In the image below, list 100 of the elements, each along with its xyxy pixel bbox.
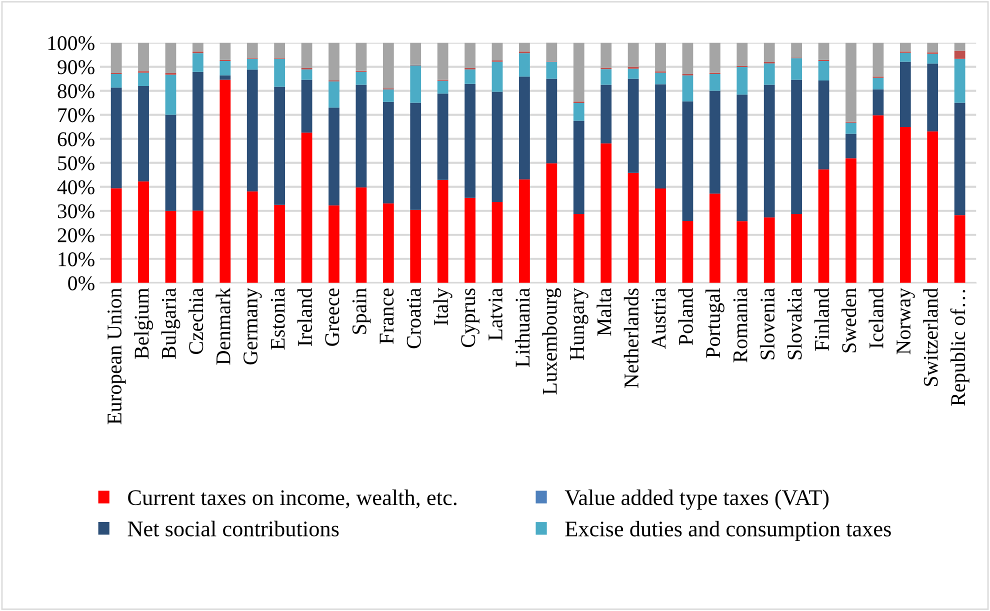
x-tick-label: Italy: [433, 288, 452, 326]
bar: [682, 42, 694, 74]
bar: [573, 103, 584, 121]
bar: [764, 84, 775, 218]
x-tick-label: Spain: [352, 288, 371, 334]
x-tick-label: Netherlands: [624, 288, 639, 388]
bar: [437, 94, 448, 180]
bar: [736, 94, 748, 222]
x-tick-label: European Union: [108, 288, 126, 424]
bar: [382, 42, 394, 88]
bar: [437, 80, 448, 94]
x-tick-label: Austria: [652, 288, 666, 349]
bar: [600, 69, 612, 85]
bar: [519, 179, 530, 283]
bar: [192, 42, 204, 52]
x-tick-label: Ireland: [297, 288, 312, 346]
bar: [872, 42, 884, 77]
bar: [274, 204, 286, 283]
bar: [709, 74, 720, 91]
bar: [410, 65, 422, 103]
bar: [382, 89, 394, 102]
x-tick-label: Greece: [325, 288, 340, 346]
bar: [655, 84, 666, 189]
legend-label: Value added type taxes (VAT): [564, 490, 829, 510]
bar: [301, 69, 312, 80]
bar: [165, 210, 176, 283]
bar: [818, 169, 830, 283]
bar: [110, 42, 122, 74]
bar: [900, 42, 911, 52]
y-tick-label: 20%: [58, 228, 94, 242]
bar: [573, 214, 584, 283]
x-tick-label: Croatia: [406, 288, 421, 348]
bar: [165, 42, 176, 74]
x-tick-label: Cyprus: [461, 288, 480, 348]
bar: [138, 42, 149, 72]
bar: [328, 42, 340, 80]
x-tick-label: Lithuania: [515, 288, 530, 367]
y-tick-label: 60%: [58, 132, 94, 146]
x-tick-label: Poland: [678, 288, 693, 346]
bar: [356, 72, 367, 85]
bar: [546, 78, 558, 164]
x-tick-label: France: [380, 288, 394, 344]
x-tick-label: Estonia: [270, 288, 285, 350]
bar: [818, 61, 830, 80]
bar: [464, 84, 476, 198]
bar: [220, 42, 231, 60]
legend-label: Excise duties and consumption taxes: [565, 520, 891, 542]
bar: [846, 42, 856, 122]
bar: [736, 221, 748, 283]
bar: [138, 181, 149, 283]
x-tick-label: Bulgaria: [161, 288, 180, 359]
bar: [165, 74, 176, 115]
x-tick-label: Germany: [244, 288, 262, 364]
bar: [356, 84, 367, 188]
bar: [246, 58, 258, 70]
bar: [573, 42, 584, 102]
y-tick-label: 0%: [68, 276, 94, 290]
bar: [464, 69, 476, 84]
y-tick-label: 30%: [58, 204, 94, 218]
x-tick-label: Slovakia: [787, 288, 802, 360]
y-tick-label: 90%: [58, 60, 94, 74]
bar: [791, 214, 802, 283]
y-tick-label: 10%: [58, 252, 94, 266]
bar: [110, 88, 122, 188]
bar: [600, 42, 612, 68]
bar: [954, 215, 966, 283]
bar: [110, 188, 122, 283]
bar: [954, 42, 966, 51]
bar: [464, 198, 476, 283]
x-tick-label: Hungary: [570, 288, 588, 360]
bar: [927, 131, 938, 283]
x-tick-label: Sweden: [842, 288, 856, 352]
legend-label: Current taxes on income, wealth, etc.: [128, 490, 456, 508]
x-tick-label: Denmark: [216, 288, 230, 365]
bar: [764, 63, 775, 85]
bar: [519, 42, 530, 52]
bar: [138, 86, 149, 182]
bar: [628, 68, 639, 79]
bar: [246, 70, 258, 192]
bar: [655, 42, 666, 72]
y-tick-label: 70%: [58, 108, 94, 122]
bar: [382, 203, 394, 283]
bar: [655, 188, 666, 283]
y-tick-label: 50%: [58, 156, 94, 170]
bar: [328, 81, 340, 108]
bar: [165, 114, 176, 211]
bar: [954, 50, 966, 59]
x-tick-label: Malta: [596, 288, 612, 336]
bar: [437, 42, 448, 80]
bar: [628, 78, 639, 173]
bar: [927, 64, 938, 132]
bar: [274, 86, 286, 205]
bar: [900, 62, 911, 128]
x-tick-label: Slovenia: [760, 288, 775, 360]
legend-label: Net social contributions: [128, 520, 339, 536]
bar: [382, 102, 394, 204]
x-tick-label: Finland: [814, 288, 829, 351]
bar: [220, 61, 231, 76]
bar: [546, 163, 558, 283]
bar: [410, 102, 422, 210]
